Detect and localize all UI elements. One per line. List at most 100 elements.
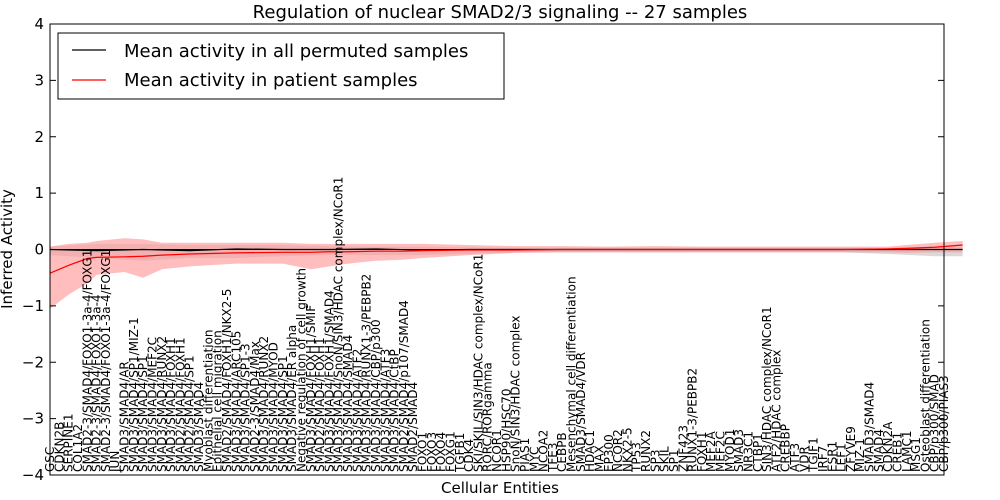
category-label: SKI/SKIL/SIN3/HDAC complex/NCoR1 [471, 254, 485, 472]
category-label: SIN3/HDAC complex/NCoR1 [760, 306, 774, 472]
category-label: SKIL [658, 446, 672, 472]
category-label: SMAD3/SMAD4/MYOD [267, 342, 281, 472]
category-label: SMAD3/SMAD4/SP1-3 [239, 343, 253, 472]
y-tick-label: −2 [22, 353, 44, 371]
legend-label-patient: Mean activity in patient samples [124, 70, 418, 91]
category-label: SMAD3/SMAD4/ER alpha [285, 325, 299, 472]
y-tick-label: −1 [22, 297, 44, 315]
category-label: Mesenchymal cell differentiation [565, 276, 579, 472]
category-label: ESR1 [825, 441, 839, 472]
category-label: SMAD3/SMAD4/FOXH1/SMAD4 [322, 290, 336, 472]
category-label: MEF2C [714, 431, 728, 472]
category-label: CTBP1 [751, 433, 765, 472]
category-label: SMAD2/SMAD4/FOXH1 [173, 337, 187, 472]
category-label: MAX [592, 445, 606, 472]
category-label: TGIF1 [807, 437, 821, 473]
category-label: SnoN/SIN3/HDAC complex [509, 316, 523, 473]
confidence-bands [50, 238, 963, 309]
category-label: PIAS1 [518, 438, 532, 472]
y-tick-label: 1 [34, 184, 44, 202]
category-label: SMAD2-3/SMAD4/FOXO1-3a-4/FOXG1 [80, 250, 94, 472]
y-tick-label: 4 [34, 15, 44, 33]
category-label: LAMC1 [900, 430, 914, 472]
category-label: NCOA2 [537, 430, 551, 472]
category-label: MEF2A [704, 431, 718, 472]
category-label: NKX2-5 [620, 427, 634, 472]
category-label: SMAD3/SMAD4/SP1 [276, 355, 290, 472]
legend-label-permuted: Mean activity in all permuted samples [124, 41, 468, 62]
category-label: SMAD3/SMAD4/CBP/p300 [369, 319, 383, 472]
category-label: SMAD3 [732, 429, 746, 472]
category-label: SMAD3/SMAD4/SP1 [136, 355, 150, 472]
category-label: SMAD3/SMAD4 [192, 382, 206, 472]
category-label: COL1A2 [71, 424, 85, 472]
category-label: SMAD3/SMAD4/SMAD4 [341, 335, 355, 472]
category-label: SMAD2-3/SMAD4/FOXO1-3a-4 [90, 294, 104, 472]
category-label: JUN [108, 451, 122, 473]
series-lines [49, 244, 963, 274]
category-label: SMAD3/SMAD4/SP1/MIZ-1 [127, 317, 141, 472]
category-label: SP3 [648, 450, 662, 473]
category-label: CBP/p300/SMAD [928, 374, 942, 472]
category-label: SMAD3/SMAD4/CtBP [388, 349, 402, 472]
y-tick-label: 3 [34, 71, 44, 89]
legend-box [57, 32, 505, 100]
category-label: CEBPB [555, 432, 569, 472]
y-tick-label: −4 [22, 466, 44, 484]
category-label: FOXO3 [425, 432, 439, 472]
category-label: CDKN2B [52, 422, 66, 472]
category-label: SMAD2-3/SMAD4/FOXO1-3a-4/FOXG1 [99, 250, 113, 472]
category-label: SMAD3/SMAD4/VDR [574, 352, 588, 472]
category-label: IRF7 [816, 446, 830, 472]
category-label: NCOR1 [490, 429, 504, 472]
category-label: RORC/RORgamma [481, 362, 495, 472]
category-label: FOXH1 [695, 432, 709, 472]
y-axis-label: Inferred Activity [0, 189, 16, 309]
category-label: FOXG1 [443, 431, 457, 472]
legend: Mean activity in all permuted samples Me… [57, 32, 505, 100]
category-label: Myoblast differentiation [201, 329, 215, 472]
category-label: SMAD3/SMAD4/SnoN/SIN3/HDAC complex/NCoR1 [332, 177, 346, 472]
category-label: SMAD3/SMAD4/AR [118, 361, 132, 472]
category-label: SMAD2/SMAD4/SP1 [183, 355, 197, 472]
category-label: SMAD3/SMAD4/FOXH1 [164, 337, 178, 472]
band-patient [50, 238, 963, 309]
category-label: SMAD2/SMAD4/FOXH1 [313, 337, 327, 472]
chart-title: Regulation of nuclear SMAD2/3 signaling … [253, 2, 748, 23]
category-label: ATF3 [788, 443, 802, 472]
category-label: LEF1 [835, 443, 849, 472]
category-label: SMAD3/SMAD4/ATF3 [378, 349, 392, 472]
category-label: RUNX2 [639, 430, 653, 472]
category-label: MSG1 [909, 437, 923, 472]
category-label: SMAD2/SMAD4/p107/SMAD4 [397, 300, 411, 472]
category-label: SMAD3/SMAD4/RUNX2 [155, 336, 169, 472]
category-label: Osteoblast differentiation [918, 319, 932, 472]
category-label: ZNF423 [676, 425, 690, 472]
category-label: SMAD3/SMAD4/RUNX1-3/PEBPB2 [360, 274, 374, 472]
category-label: SMAD3/SMAD4/ARC105 [229, 331, 243, 472]
category-label: TP53 [630, 442, 644, 473]
category-label: CDKN2A [881, 421, 895, 472]
series-line-patient [49, 244, 963, 274]
category-label: CREB1 [890, 432, 904, 472]
category-label: TGFB1 [453, 433, 467, 473]
category-label: SMAD3/SMAD4 [863, 382, 877, 472]
category-label: MIZ-1 [853, 438, 867, 472]
category-label: ATF2/HDAC complex [769, 350, 783, 472]
category-label: SMAD3/SMAD4/MEF2C [145, 337, 159, 472]
y-ticks: −4 −3 −2 −1 0 1 2 3 4 [22, 15, 944, 484]
category-label: RUNX1-3/PEBPB2 [686, 368, 700, 472]
category-label: CDK4 [462, 439, 476, 472]
category-label: VDR [797, 446, 811, 472]
category-labels: GSCCDKN2BSERPINE1COL1A2SMAD2-3/SMAD4/FOX… [43, 177, 951, 473]
y-tick-label: 0 [34, 241, 44, 259]
category-label: NCOR2 [611, 429, 625, 472]
category-label: SERPINE1 [62, 413, 76, 472]
category-label: HDAC1 [583, 430, 597, 472]
category-label: Negative regulation of cell growth [294, 268, 308, 472]
category-label: SMAD3/SMAD4/RUNX2 [257, 336, 271, 472]
y-tick-label: 2 [34, 128, 44, 146]
category-label: EP300 [602, 434, 616, 472]
category-label: CREBBP [779, 424, 793, 472]
